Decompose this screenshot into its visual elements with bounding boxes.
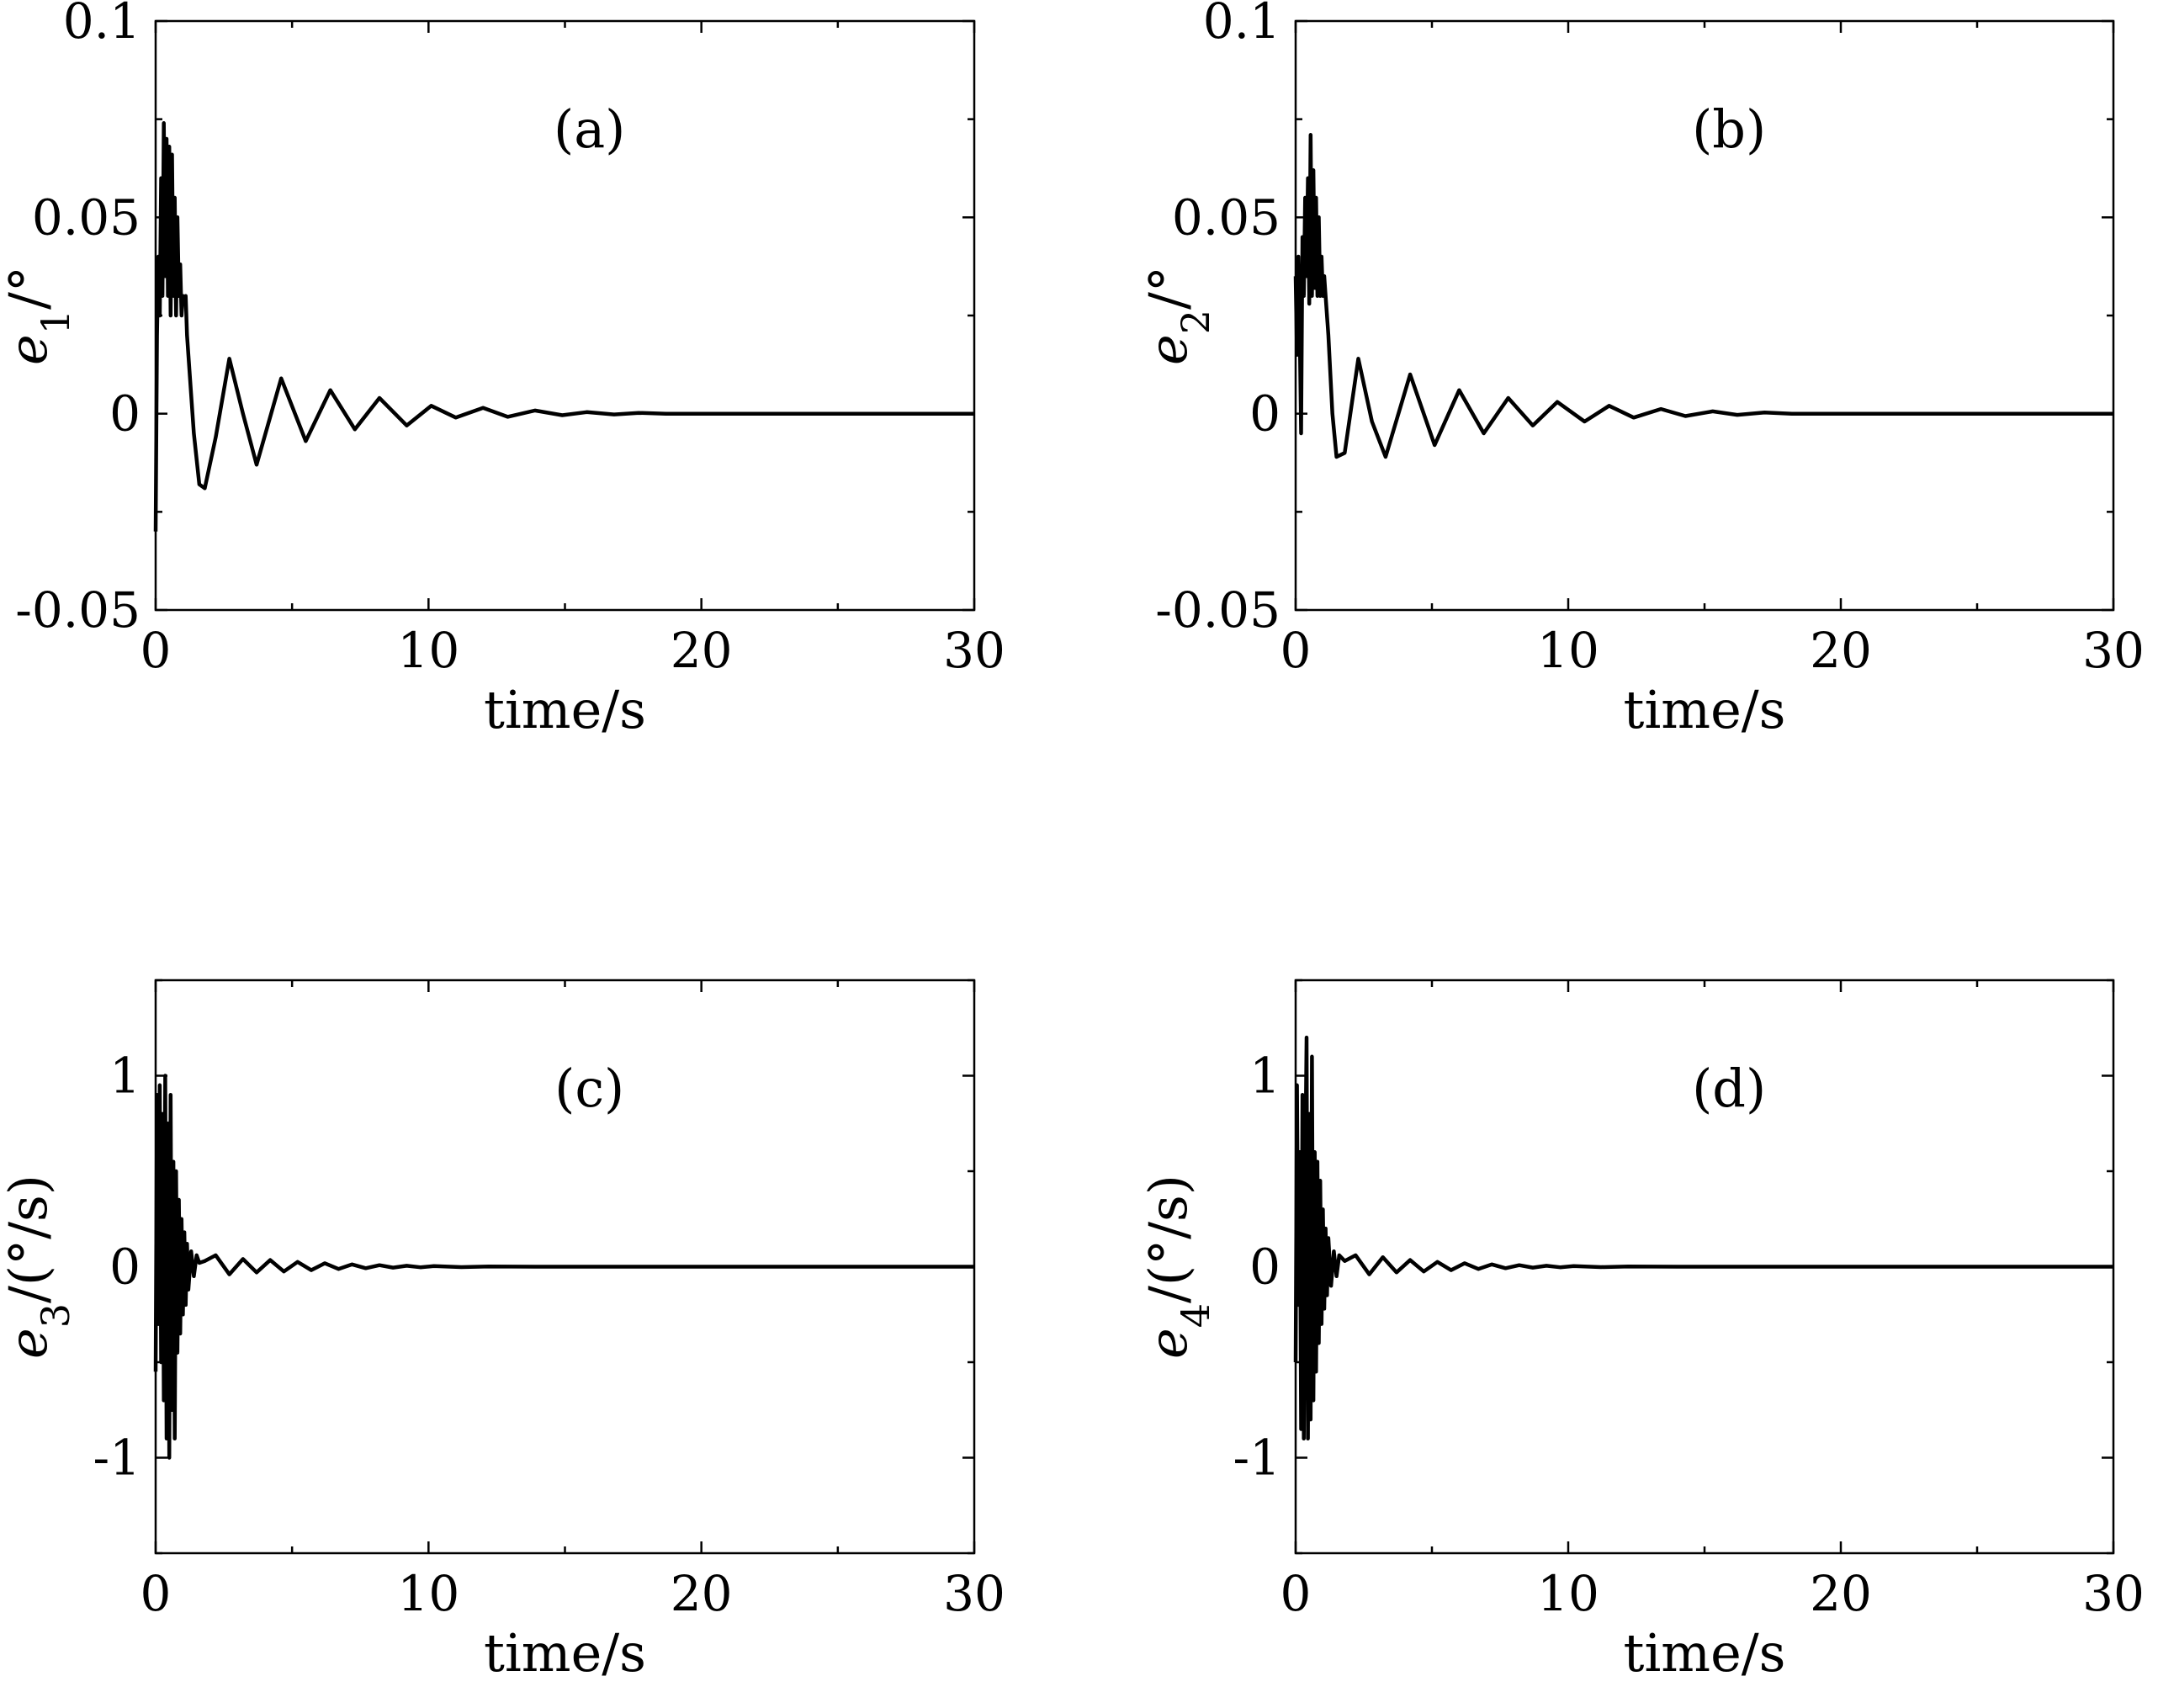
- y-axis-unit: /°: [1137, 266, 1199, 310]
- y-axis-unit: /°: [0, 266, 59, 310]
- y-tick-label: -0.05: [15, 581, 141, 639]
- x-tick-label: 10: [1537, 1565, 1599, 1622]
- x-axis-label: time/s: [484, 679, 646, 740]
- y-axis-label: e2/°: [1137, 266, 1218, 365]
- series-line-0: [1293, 133, 2113, 459]
- series-line-0: [153, 121, 974, 532]
- x-tick-label: 20: [1810, 1565, 1872, 1622]
- series-line-0: [1293, 1035, 2113, 1441]
- y-tick-label: 0.1: [63, 0, 141, 50]
- y-axis-unit: /(°/s): [1137, 1175, 1199, 1303]
- y-axis-subscript: 3: [33, 1303, 78, 1328]
- y-axis-symbol: e: [1137, 1328, 1199, 1359]
- x-tick-label: 30: [943, 622, 1005, 679]
- y-tick-label: 0: [1249, 385, 1280, 443]
- y-tick-label: 0.05: [1172, 188, 1280, 246]
- panel-label: (a): [554, 98, 625, 160]
- series-line-0: [153, 1074, 974, 1460]
- x-tick-label: 0: [141, 622, 172, 679]
- x-tick-label: 20: [671, 1565, 733, 1622]
- panel-d: 0 10 20 30 -1 0 1 time/s e4/(°/s) (d): [1137, 979, 2145, 1684]
- y-axis-symbol: e: [0, 334, 59, 365]
- x-tick-label: 0: [1280, 1565, 1312, 1622]
- y-tick-label: -1: [93, 1430, 141, 1487]
- x-tick-label: 30: [943, 1565, 1005, 1622]
- y-tick-label: 1: [109, 1048, 141, 1105]
- y-axis-symbol: e: [1137, 334, 1199, 365]
- x-tick-label: 20: [1810, 622, 1872, 679]
- y-tick-label: 0: [109, 385, 141, 443]
- x-tick-label: 30: [2082, 622, 2145, 679]
- x-tick-label: 10: [397, 622, 459, 679]
- y-tick-label: -1: [1233, 1430, 1281, 1487]
- x-axis-label: time/s: [1624, 1622, 1786, 1684]
- y-tick-label: 0.1: [1203, 0, 1280, 50]
- panel-label: (b): [1692, 98, 1766, 160]
- y-axis-symbol: e: [0, 1328, 59, 1359]
- x-tick-label: 20: [671, 622, 733, 679]
- x-tick-label: 0: [1280, 622, 1312, 679]
- y-axis-label: e3/(°/s): [0, 1175, 78, 1359]
- y-tick-label: 0: [109, 1239, 141, 1296]
- y-axis-subscript: 2: [1173, 310, 1218, 334]
- x-tick-label: 30: [2082, 1565, 2145, 1622]
- y-axis-subscript: 1: [33, 310, 78, 334]
- y-axis-unit: /(°/s): [0, 1175, 59, 1303]
- y-tick-label: 0.05: [32, 188, 141, 246]
- y-axis-label: e1/°: [0, 266, 78, 365]
- panel-label: (c): [554, 1058, 624, 1119]
- x-tick-label: 0: [141, 1565, 172, 1622]
- panel-label: (d): [1692, 1058, 1766, 1119]
- x-tick-label: 10: [1537, 622, 1599, 679]
- y-tick-label: 1: [1249, 1048, 1280, 1105]
- x-tick-label: 10: [397, 1565, 459, 1622]
- y-axis-label: e4/(°/s): [1137, 1175, 1218, 1359]
- y-tick-label: -0.05: [1155, 581, 1280, 639]
- y-axis-subscript: 4: [1173, 1303, 1218, 1328]
- panel-c: 0 10 20 30 -1 0 1 time/s e3/(°/s) (c): [0, 979, 1005, 1684]
- x-axis-label: time/s: [484, 1622, 646, 1684]
- x-axis-label: time/s: [1624, 679, 1786, 740]
- y-tick-label: 0: [1249, 1239, 1280, 1296]
